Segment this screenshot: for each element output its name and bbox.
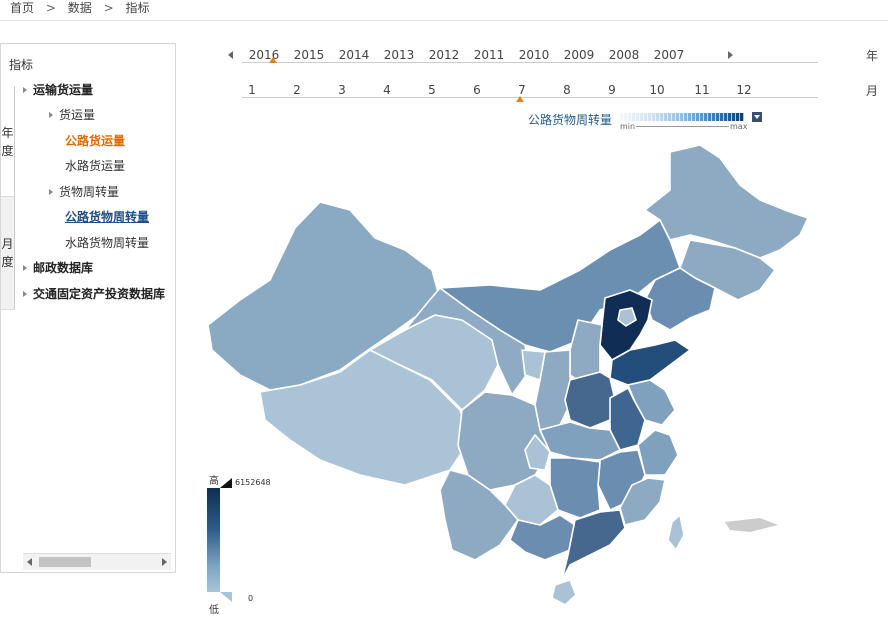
south-sea-inset [725,518,778,532]
tree-node-label: 水路货物周转量 [65,236,150,250]
tree-node-label: 交通固定资产投资数据库 [33,287,166,301]
expand-arrow-icon[interactable] [23,86,27,93]
year-option[interactable]: 2008 [608,48,640,62]
region-henan[interactable] [564,371,616,429]
expand-arrow-icon[interactable] [49,111,53,118]
tree-node-label: 货运量 [59,108,96,122]
expand-arrow-icon[interactable] [23,264,27,271]
year-option[interactable]: 2013 [383,48,415,62]
tab-year[interactable]: 年度 [1,86,15,196]
year-next-icon[interactable] [728,51,733,59]
tree-node-label: 货物周转量 [59,185,120,199]
month-option[interactable]: 2 [293,83,301,97]
tree-node-freight-turnover[interactable]: 货物周转量 [49,183,119,200]
region-shandong[interactable] [609,339,691,386]
year-axis-line [242,62,818,63]
tree-node-freight-volume[interactable]: 货运量 [49,106,95,123]
tree-node-transport-freight[interactable]: 运输货运量 [23,81,93,98]
region-guangdong[interactable] [561,509,626,581]
region-taiwan[interactable] [667,514,685,551]
region-heilongjiang[interactable] [644,144,809,259]
region-beijing[interactable] [617,307,637,327]
month-option[interactable]: 5 [428,83,436,97]
region-ningxia[interactable] [521,349,546,381]
region-zhejiang[interactable] [637,429,679,476]
sidebar-title-label: 指标 [9,58,34,72]
header-divider [0,20,888,21]
tree-node-label: 公路货物周转量 [65,210,150,224]
month-option[interactable]: 8 [563,83,571,97]
tree-node-waterway-freight-turnover[interactable]: 水路货物周转量 [65,234,149,251]
year-option[interactable]: 2009 [563,48,595,62]
month-option[interactable]: 4 [383,83,391,97]
month-option[interactable]: 9 [608,83,616,97]
year-option[interactable]: 2011 [473,48,505,62]
tree-node-postal-database[interactable]: 邮政数据库 [23,259,93,276]
region-yunnan[interactable] [439,469,519,561]
region-hubei[interactable] [539,421,621,461]
scale-min-value: 0 [248,594,254,603]
year-timeline: 2016 2015 2014 2013 2012 2011 2010 2009 … [228,46,818,76]
year-option[interactable]: 2015 [293,48,325,62]
scroll-thumb[interactable] [39,557,91,567]
breadcrumb-separator: > [45,1,56,15]
year-unit: 年 [866,49,879,63]
tab-month[interactable]: 月度 [1,196,15,310]
month-option[interactable]: 10 [649,83,665,97]
scale-low-label: 低 [209,605,219,616]
month-option[interactable]: 1 [248,83,256,97]
scale-bottom-triangle [220,592,232,602]
month-timeline: 1 2 3 4 5 6 7 8 9 10 11 12 [228,81,818,111]
selected-year-marker [269,57,277,63]
ramp-min-label: min [619,122,637,131]
year-option[interactable]: 2010 [518,48,550,62]
tree-node-label: 公路货运量 [65,134,126,148]
color-ramp-stripes [620,113,744,121]
breadcrumb-separator: > [103,1,114,15]
tree-node-waterway-freight-volume[interactable]: 水路货运量 [65,157,125,174]
china-choropleth-map [207,144,809,606]
sidebar-title: 指标 [9,56,33,73]
ramp-max-label: max [729,122,749,131]
horizontal-scrollbar[interactable] [23,553,171,570]
metric-dropdown-button[interactable] [752,112,762,122]
color-ramp-axis [620,126,744,127]
month-axis-line [242,97,818,98]
scale-top-triangle [220,478,232,488]
year-option[interactable]: 2007 [653,48,685,62]
breadcrumb: 首页 > 数据 > 指标 [10,0,149,18]
month-option[interactable]: 3 [338,83,346,97]
month-option[interactable]: 12 [736,83,752,97]
expand-arrow-icon[interactable] [49,188,53,195]
scroll-right-icon[interactable] [162,558,167,566]
region-hainan[interactable] [551,579,577,606]
tree-node-label: 运输货运量 [33,83,94,97]
expand-arrow-icon[interactable] [23,290,27,297]
metric-title: 公路货物周转量 [528,113,613,127]
scale-max-value: 6152648 [235,478,271,487]
month-option[interactable]: 6 [473,83,481,97]
year-option[interactable]: 2012 [428,48,460,62]
tree-node-label: 水路货运量 [65,159,126,173]
scroll-left-icon[interactable] [27,558,32,566]
month-option[interactable]: 11 [694,83,710,97]
selected-month-marker [516,96,524,102]
scale-high-label: 高 [209,476,219,487]
tree-node-highway-freight-volume[interactable]: 公路货运量 [65,132,125,149]
breadcrumb-data[interactable]: 数据 [67,1,92,15]
year-prev-icon[interactable] [228,51,233,59]
month-unit: 月 [866,84,879,98]
region-chongqing[interactable] [524,434,551,471]
breadcrumb-home[interactable]: 首页 [10,1,35,15]
tree-node-transport-investment-database[interactable]: 交通固定资产投资数据库 [23,285,165,302]
month-option[interactable]: 7 [518,83,526,97]
tree-node-label: 邮政数据库 [33,261,94,275]
breadcrumb-indicator: 指标 [125,1,150,15]
indicator-sidebar: 年度 月度 指标 运输货运量 货运量 公路货运量 水路货运量 货物周转量 公路货… [0,43,176,573]
year-option[interactable]: 2014 [338,48,370,62]
value-scale-bar [207,488,220,592]
tree-node-highway-freight-turnover[interactable]: 公路货物周转量 [65,208,149,225]
